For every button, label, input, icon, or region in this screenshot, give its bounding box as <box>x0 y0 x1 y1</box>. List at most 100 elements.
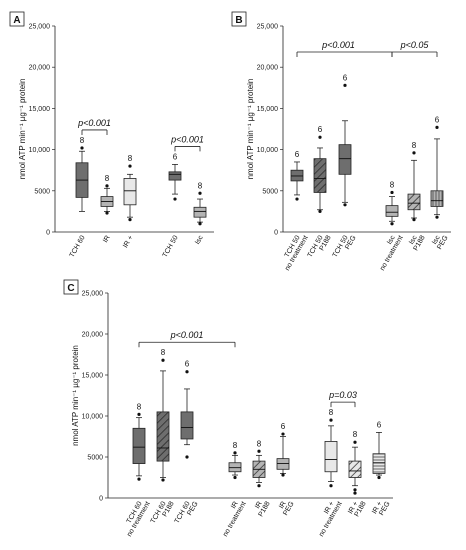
category-label: IR <box>230 501 240 511</box>
n-label: 8 <box>105 174 110 183</box>
outlier-point <box>105 211 109 215</box>
n-label: 6 <box>435 115 440 124</box>
n-label: 8 <box>80 136 85 145</box>
outlier-point <box>80 146 84 150</box>
y-tick-label: 25,000 <box>82 291 104 298</box>
box-pattern <box>349 461 361 478</box>
n-label: 8 <box>161 348 166 357</box>
box-group <box>228 451 242 480</box>
outlier-point <box>137 412 141 416</box>
outlier-point <box>390 190 394 195</box>
box-group <box>193 191 207 226</box>
category-label: IR <box>278 501 288 511</box>
n-label: 6 <box>318 125 323 134</box>
y-tick-label: 5000 <box>262 188 278 195</box>
y-tick-label: 10,000 <box>29 147 51 154</box>
outlier-point <box>137 477 141 481</box>
n-label: 6 <box>295 150 300 159</box>
outlier-point <box>161 478 165 482</box>
n-label: 6 <box>343 73 348 82</box>
n-label: 8 <box>257 439 262 448</box>
n-label: 6 <box>173 152 178 161</box>
p-value-label: p<0.001 <box>170 330 204 340</box>
outlier-point <box>318 209 322 213</box>
box-body <box>338 144 352 175</box>
outlier-point <box>281 432 285 436</box>
box-group <box>348 440 362 495</box>
box-group <box>290 161 304 201</box>
outlier-point <box>329 484 333 488</box>
outlier-point <box>105 184 109 188</box>
y-tick-label: 25,000 <box>29 24 51 31</box>
outlier-point <box>318 135 322 139</box>
box-pattern <box>157 411 169 462</box>
y-tick-label: 20,000 <box>82 332 104 339</box>
y-axis-label: nmol ATP min⁻¹ µg⁻¹ protein <box>18 79 27 180</box>
y-tick-label: 10,000 <box>257 147 279 154</box>
y-tick-label: 15,000 <box>257 106 279 113</box>
outlier-point <box>343 203 347 207</box>
p-value-label: p<0.05 <box>400 40 430 50</box>
n-label: 6 <box>377 420 382 429</box>
outlier-point <box>435 215 439 219</box>
y-tick-label: 0 <box>274 230 278 237</box>
box-body <box>168 171 182 181</box>
box-group <box>132 412 146 481</box>
y-tick-label: 5000 <box>34 188 50 195</box>
n-label: 8 <box>353 430 358 439</box>
panel-letter: A <box>13 15 20 26</box>
outlier-point <box>353 491 357 495</box>
y-tick-label: 25,000 <box>257 24 279 31</box>
box-group <box>407 151 421 222</box>
outlier-point <box>233 475 237 480</box>
n-label: 8 <box>390 180 395 189</box>
category-label: Isc <box>408 234 419 246</box>
panel-letter-box <box>9 11 25 27</box>
box-body <box>180 411 194 440</box>
box-body <box>324 441 338 473</box>
p-value-label: p<0.001 <box>77 118 111 128</box>
outlier-point <box>128 164 132 168</box>
outlier-point <box>353 440 357 444</box>
box-group <box>100 184 114 215</box>
outlier-point <box>198 222 202 226</box>
outlier-point <box>412 218 416 222</box>
y-tick-label: 20,000 <box>257 65 279 72</box>
outlier-point <box>281 473 285 477</box>
outlier-point <box>128 218 132 222</box>
n-label: 8 <box>128 154 133 163</box>
outlier-point <box>412 151 416 155</box>
p-value-label: p<0.001 <box>321 40 355 50</box>
box-group <box>385 190 399 226</box>
n-label: 8 <box>233 441 238 450</box>
box-group <box>168 164 182 201</box>
outlier-point <box>257 449 261 453</box>
y-tick-label: 15,000 <box>82 373 104 380</box>
n-label: 8 <box>137 402 142 411</box>
panel-letter-box <box>231 11 247 27</box>
outlier-point <box>198 191 202 195</box>
box-group <box>313 135 327 213</box>
box-group <box>324 418 338 488</box>
box-group <box>430 125 444 219</box>
n-label: 8 <box>198 181 203 190</box>
panel-letter-box <box>63 279 79 295</box>
outlier-point <box>295 197 299 201</box>
outlier-point <box>390 222 394 226</box>
category-label: Isc <box>194 234 205 246</box>
panel-letter: C <box>67 283 74 294</box>
outlier-point <box>329 418 333 422</box>
box-pattern <box>431 190 443 207</box>
y-tick-label: 15,000 <box>29 106 51 113</box>
box-pattern <box>314 158 326 193</box>
outlier-point <box>173 197 177 201</box>
n-label: 8 <box>329 408 334 417</box>
outlier-point <box>353 488 357 492</box>
panel-b: B 0 5000 10,000 15,000 20,000 25,000 nmol ATP m… <box>231 11 451 272</box>
box-group <box>276 432 290 477</box>
y-tick-label: 10,000 <box>82 414 104 421</box>
box-pattern <box>408 194 420 210</box>
y-tick-label: 0 <box>99 496 103 503</box>
box-group <box>372 431 386 480</box>
